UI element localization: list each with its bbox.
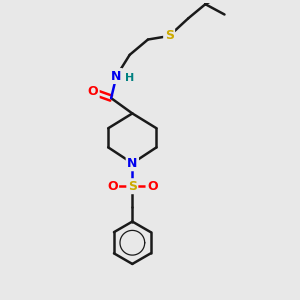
- Text: N: N: [127, 157, 137, 170]
- Text: O: O: [107, 180, 118, 193]
- Text: O: O: [147, 180, 158, 193]
- Text: N: N: [111, 70, 122, 83]
- Text: H: H: [125, 74, 134, 83]
- Text: S: S: [128, 180, 137, 193]
- Text: O: O: [88, 85, 98, 98]
- Text: S: S: [165, 29, 174, 43]
